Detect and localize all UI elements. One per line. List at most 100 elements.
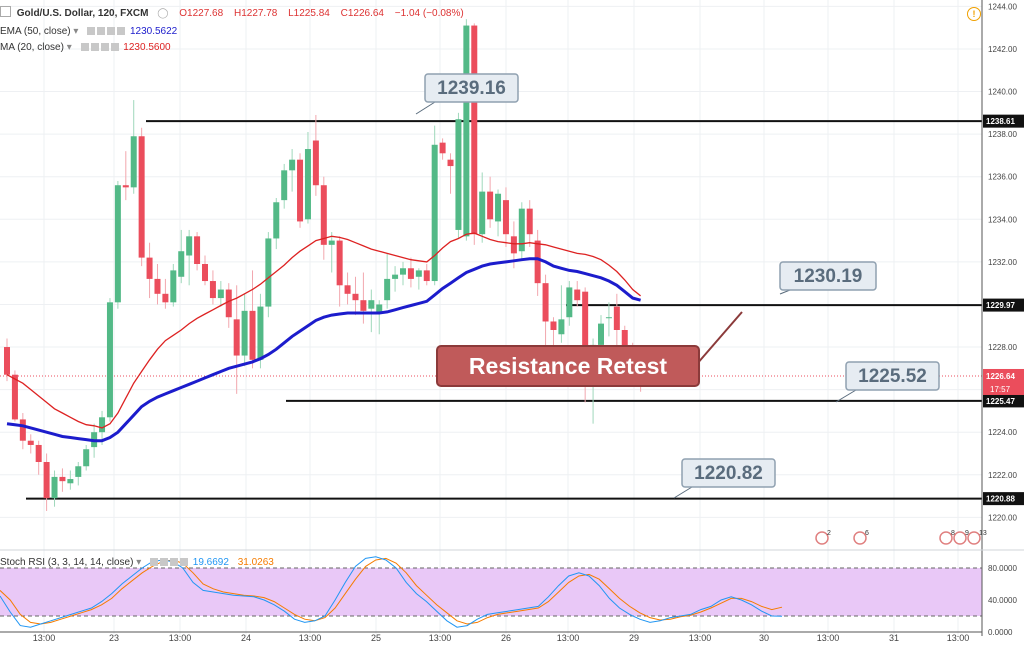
candle-body [249, 310, 256, 360]
candle-body [463, 25, 470, 237]
ema-line [6, 257, 641, 443]
high-value: H1227.78 [233, 8, 278, 19]
y-tick-label: 1236.00 [988, 173, 1017, 182]
candle-body [114, 185, 121, 303]
level-tag [983, 114, 1024, 128]
candle-body [19, 419, 26, 441]
candle-body [574, 289, 581, 301]
symbol-title[interactable]: Gold/U.S. Dollar, 120, FXCM [16, 8, 149, 19]
change-value: −1.04 (−0.08%) [394, 8, 464, 19]
countdown-text: 17:57 [990, 385, 1011, 394]
warning-icon[interactable]: ! [967, 7, 981, 21]
candle-body [328, 240, 335, 245]
candle-body [257, 306, 264, 360]
candle-body [392, 274, 399, 279]
candle-body [233, 319, 240, 356]
event-flag-icon [967, 531, 981, 545]
candle-body [487, 191, 494, 220]
event-badge-count: 2 [827, 530, 831, 537]
y-tick-label: 1224.00 [988, 428, 1017, 437]
candle-body [613, 306, 620, 330]
level-tag [983, 394, 1024, 408]
candle-body [209, 281, 216, 299]
ma-line [6, 232, 642, 429]
x-tick-label: 13:00 [429, 633, 452, 643]
chevron-down-icon[interactable]: ▾ [136, 557, 142, 568]
candle-body [11, 374, 18, 420]
candle-body [162, 293, 169, 303]
callout-pointer [835, 389, 857, 403]
candle-body [400, 268, 406, 275]
study-buttons[interactable] [87, 27, 127, 38]
candle-body [297, 159, 304, 222]
candle-body [431, 144, 438, 282]
candle-body [534, 240, 541, 284]
candle-body [598, 323, 604, 345]
candle-body [146, 257, 153, 279]
event-flag-icon [939, 531, 953, 545]
candle-body [510, 236, 517, 254]
study-buttons[interactable] [80, 43, 121, 54]
last-price-text: 1226.64 [986, 372, 1015, 381]
x-tick-label: 31 [889, 633, 899, 643]
ma-label[interactable]: MA (20, close) [0, 42, 64, 53]
x-tick-label: 23 [109, 633, 119, 643]
callout-pointer [415, 101, 436, 115]
retest-text: Resistance Retest [469, 353, 667, 379]
event-flag-icon [815, 531, 829, 545]
stoch-d-value: 31.0263 [237, 557, 274, 568]
event-flag-icon [853, 531, 867, 545]
candle-body [447, 159, 454, 167]
candle-body [217, 289, 224, 299]
x-tick-label: 30 [759, 633, 769, 643]
level-tag-text: 1220.88 [986, 495, 1015, 504]
close-value: C1226.64 [340, 8, 384, 19]
stoch-label[interactable]: Stoch RSI (3, 3, 14, 14, close) [0, 557, 134, 568]
callout-text: 1225.52 [858, 366, 927, 387]
y-tick-label: 1220.00 [988, 513, 1017, 522]
chevron-down-icon[interactable]: ▾ [73, 26, 79, 37]
candle-body [225, 289, 232, 318]
candle-body [360, 300, 367, 311]
rsi-tick-label: 80.0000 [988, 564, 1017, 573]
x-tick-label: 13:00 [947, 633, 970, 643]
event-badge-count: 8 [951, 530, 955, 537]
candle-body [479, 191, 486, 235]
collapse-icon[interactable] [0, 6, 11, 17]
candle-body [186, 236, 193, 256]
callout-text: 1220.82 [694, 463, 763, 484]
candle-body [265, 238, 272, 307]
candle-body [178, 251, 185, 277]
y-tick-label: 1232.00 [988, 258, 1017, 267]
last-price-tag [983, 368, 1024, 395]
candlesticks [4, 19, 644, 511]
candle-body [368, 300, 375, 309]
candle-body [241, 310, 248, 356]
moving-averages [6, 232, 642, 443]
rsi-d-line [0, 557, 783, 625]
candle-body [550, 321, 557, 330]
x-tick-label: 25 [371, 633, 381, 643]
ema-label[interactable]: EMA (50, close) [0, 26, 71, 37]
candle-body [566, 287, 573, 318]
visibility-icon[interactable]: ◯ [157, 8, 169, 19]
candle-body [130, 136, 137, 188]
candle-body [320, 185, 327, 245]
y-tick-label: 1238.00 [988, 130, 1017, 139]
ema-value: 1230.5622 [129, 26, 178, 37]
x-tick-label: 13:00 [299, 633, 322, 643]
candle-body [27, 440, 34, 445]
horizontal-lines[interactable] [0, 120, 982, 500]
ma-value: 1230.5600 [123, 42, 171, 53]
annotations[interactable]: 1239.16 1230.19 1225.52 1220.82 Resistance R… [415, 73, 987, 545]
rsi-tick-label: 40.0000 [988, 596, 1017, 605]
candle-body [415, 270, 422, 277]
chevron-down-icon[interactable]: ▾ [66, 42, 72, 53]
candle-body [35, 444, 42, 462]
study-buttons[interactable] [150, 558, 190, 569]
candle-body [455, 119, 462, 230]
candle-body [352, 293, 359, 301]
candle-body [51, 476, 58, 499]
candle-body [582, 291, 589, 371]
